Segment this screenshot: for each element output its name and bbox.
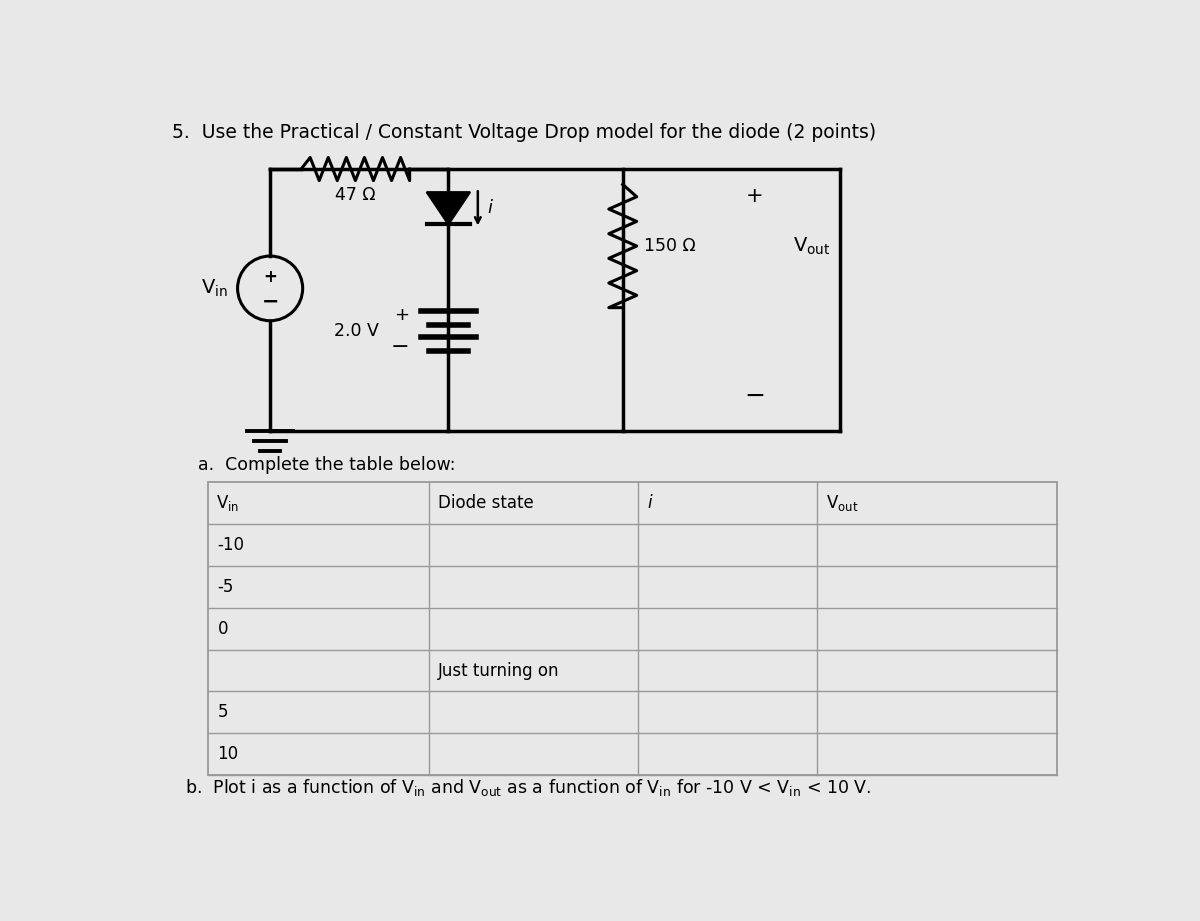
Text: i: i <box>487 199 492 217</box>
Text: 150 Ω: 150 Ω <box>644 237 696 255</box>
Text: -10: -10 <box>217 536 245 554</box>
Text: Just turning on: Just turning on <box>438 661 559 680</box>
Text: 47 Ω: 47 Ω <box>335 186 376 204</box>
Text: Diode state: Diode state <box>438 495 534 512</box>
Text: b.  Plot i as a function of $\mathregular{V_{in}}$ and $\mathregular{V_{out}}$ a: b. Plot i as a function of $\mathregular… <box>185 776 871 798</box>
Text: 0: 0 <box>217 620 228 637</box>
Text: −: − <box>262 291 278 311</box>
Text: i: i <box>648 495 652 512</box>
Text: $\mathregular{V_{in}}$: $\mathregular{V_{in}}$ <box>200 278 228 299</box>
Text: $\mathregular{V_{out}}$: $\mathregular{V_{out}}$ <box>793 236 830 257</box>
Text: -5: -5 <box>217 578 234 596</box>
Text: $\mathregular{V_{in}}$: $\mathregular{V_{in}}$ <box>216 494 239 513</box>
Text: 5: 5 <box>217 704 228 721</box>
Text: $\mathregular{V_{out}}$: $\mathregular{V_{out}}$ <box>826 494 858 513</box>
Text: +: + <box>395 307 409 324</box>
Text: a.  Complete the table below:: a. Complete the table below: <box>198 456 456 474</box>
Bar <box>208 483 1057 775</box>
Polygon shape <box>427 192 470 225</box>
Text: 10: 10 <box>217 745 239 764</box>
Text: +: + <box>745 186 763 206</box>
Text: +: + <box>263 268 277 286</box>
Text: −: − <box>391 337 409 357</box>
Text: −: − <box>744 384 766 408</box>
Text: 5.  Use the Practical / Constant Voltage Drop model for the diode (2 points): 5. Use the Practical / Constant Voltage … <box>172 122 876 142</box>
Text: 2.0 V: 2.0 V <box>334 322 379 340</box>
